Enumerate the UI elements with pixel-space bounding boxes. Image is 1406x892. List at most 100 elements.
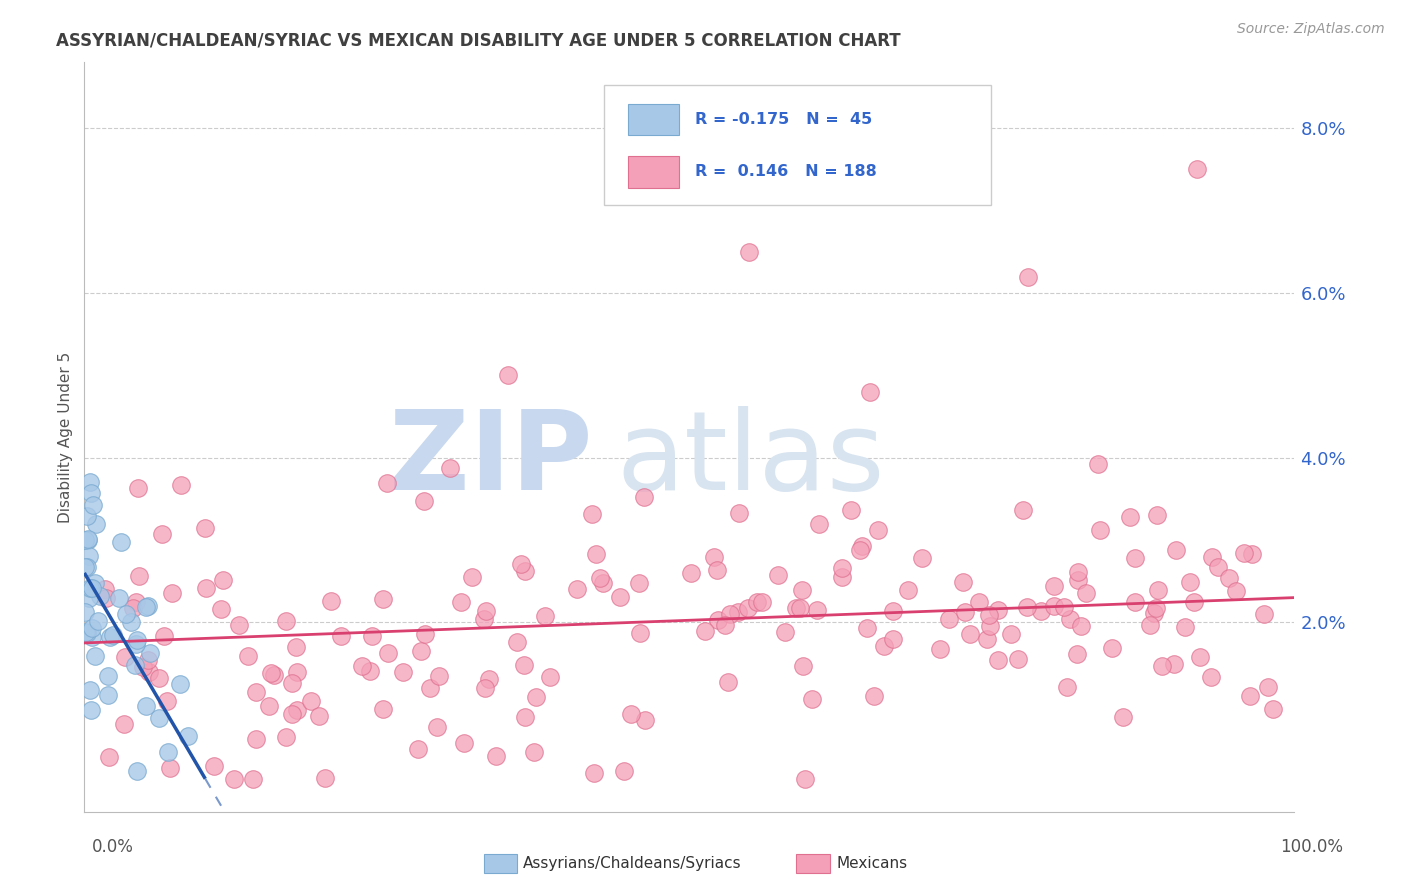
Point	[633, 490, 655, 504]
FancyBboxPatch shape	[605, 85, 991, 205]
Point	[792, 582, 814, 597]
Point	[475, 604, 498, 618]
Point	[1119, 509, 1142, 524]
Point	[77, 533, 100, 547]
Point	[176, 729, 198, 743]
Point	[308, 708, 330, 723]
Point	[84, 576, 107, 591]
Point	[257, 699, 280, 714]
Point	[263, 668, 285, 682]
Point	[453, 736, 475, 750]
Point	[1239, 689, 1261, 703]
Text: ASSYRIAN/CHALDEAN/SYRIAC VS MEXICAN DISABILITY AGE UNDER 5 CORRELATION CHART: ASSYRIAN/CHALDEAN/SYRIAC VS MEXICAN DISA…	[56, 31, 901, 49]
Point	[1112, 710, 1135, 724]
Point	[84, 649, 107, 664]
Point	[1067, 573, 1090, 587]
Point	[159, 761, 181, 775]
Point	[280, 706, 302, 721]
Point	[371, 702, 394, 716]
Point	[427, 669, 450, 683]
Point	[242, 772, 264, 786]
Point	[800, 692, 823, 706]
Point	[1146, 583, 1168, 598]
Point	[89, 589, 111, 603]
Point	[1164, 542, 1187, 557]
Point	[718, 607, 741, 621]
Point	[831, 561, 853, 575]
Point	[807, 516, 830, 531]
Point	[634, 714, 657, 728]
Point	[938, 612, 960, 626]
Point	[125, 595, 148, 609]
Point	[170, 477, 193, 491]
Point	[979, 607, 1001, 622]
Point	[125, 632, 148, 647]
Point	[76, 509, 98, 524]
Point	[1123, 594, 1146, 608]
Point	[82, 499, 104, 513]
Point	[80, 621, 103, 635]
Point	[80, 703, 103, 717]
Point	[1012, 502, 1035, 516]
Point	[75, 625, 97, 640]
Point	[897, 582, 920, 597]
Point	[77, 549, 100, 564]
Point	[1123, 551, 1146, 566]
Point	[953, 605, 976, 619]
Point	[524, 690, 547, 705]
Point	[228, 618, 250, 632]
Point	[1076, 585, 1098, 599]
Point	[785, 600, 807, 615]
Point	[148, 671, 170, 685]
Point	[94, 582, 117, 597]
Point	[513, 565, 536, 579]
Point	[523, 745, 546, 759]
Point	[392, 665, 415, 680]
Point	[863, 689, 886, 703]
Point	[238, 648, 260, 663]
Point	[485, 748, 508, 763]
Point	[513, 710, 536, 724]
Point	[128, 569, 150, 583]
Point	[612, 764, 634, 778]
Point	[373, 592, 395, 607]
Point	[585, 547, 607, 561]
Point	[222, 772, 245, 786]
Point	[979, 619, 1001, 633]
Point	[114, 650, 136, 665]
Point	[212, 573, 235, 587]
Point	[110, 534, 132, 549]
Point	[882, 632, 904, 647]
Point	[169, 677, 191, 691]
Point	[773, 625, 796, 640]
Point	[1088, 523, 1111, 537]
FancyBboxPatch shape	[628, 156, 679, 187]
Point	[413, 627, 436, 641]
Point	[565, 582, 588, 596]
Point	[375, 475, 398, 490]
Point	[873, 639, 896, 653]
Point	[79, 475, 101, 490]
Point	[103, 628, 125, 642]
Point	[80, 581, 103, 595]
Point	[195, 581, 218, 595]
Text: Mexicans: Mexicans	[837, 856, 908, 871]
Point	[1253, 607, 1275, 621]
Point	[139, 647, 162, 661]
Point	[806, 603, 828, 617]
Point	[80, 630, 103, 644]
Point	[194, 521, 217, 535]
Point	[156, 693, 179, 707]
Point	[952, 575, 974, 590]
Point	[135, 698, 157, 713]
Point	[121, 601, 143, 615]
Point	[73, 560, 96, 574]
Point	[627, 576, 650, 591]
Point	[86, 516, 108, 531]
Point	[1257, 680, 1279, 694]
Point	[450, 595, 472, 609]
Point	[987, 602, 1010, 616]
Point	[1184, 595, 1206, 609]
Point	[97, 688, 120, 702]
Point	[125, 764, 148, 778]
